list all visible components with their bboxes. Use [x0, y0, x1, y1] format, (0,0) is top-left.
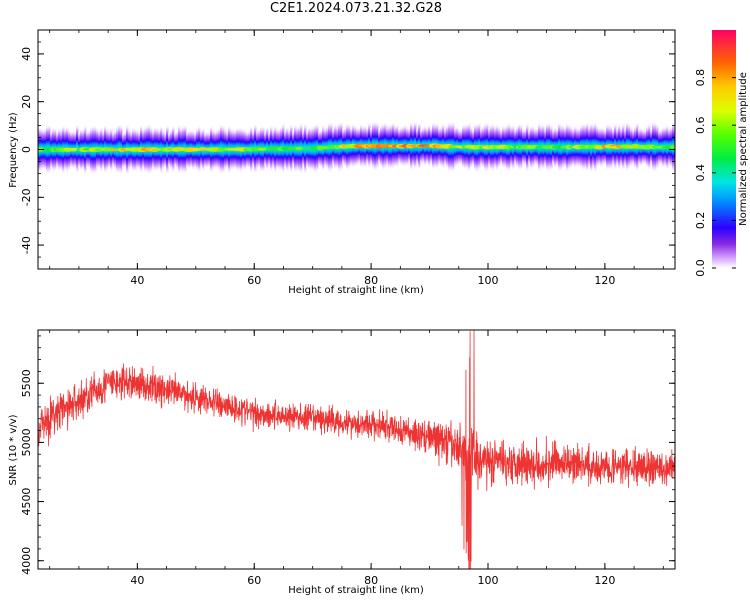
spectrogram-y-ticks: -40 -20 0 20 40 [20, 29, 675, 270]
spectrogram-band [38, 120, 675, 176]
y-tick-label: 4000 [20, 547, 33, 575]
spectrogram-peak [551, 144, 563, 150]
snr-panel: 40 60 80 100 120 4000 4500 5000 5500 Height of … [8, 329, 676, 596]
y-tick-label: 5000 [20, 428, 33, 456]
y-tick-label: -40 [20, 236, 33, 254]
spectrogram-x-label: Height of straight line (km) [288, 285, 424, 296]
x-tick-label: 100 [477, 574, 498, 587]
colorbar-tick-label: 0.2 [694, 212, 707, 230]
spectrogram-peak [295, 146, 303, 151]
y-tick-label: 4500 [20, 488, 33, 516]
snr-x-ticks: 40 60 80 100 120 [49, 330, 664, 587]
colorbar-tick-label: 0.4 [694, 164, 707, 182]
x-tick-label: 120 [594, 274, 615, 287]
x-tick-label: 100 [477, 274, 498, 287]
spectrogram-panel: 40 60 80 100 120 -40 -20 0 20 40 Height of strai… [8, 29, 676, 296]
y-tick-label: -20 [20, 188, 33, 206]
snr-x-label: Height of straight line (km) [288, 585, 424, 596]
spectrogram-column [306, 128, 309, 169]
colorbar-gradient [712, 30, 736, 268]
spectrogram-column [304, 122, 307, 175]
y-tick-label: 20 [20, 95, 33, 109]
spectrogram-peak [669, 145, 675, 149]
y-tick-label: 0 [20, 146, 33, 153]
y-tick-label: 40 [20, 47, 33, 61]
x-tick-label: 40 [130, 574, 144, 587]
colorbar-tick-label: 0.0 [694, 259, 707, 277]
snr-y-label: SNR (10 * v/v) [8, 414, 19, 485]
colorbar-tick-label: 0.6 [694, 116, 707, 134]
colorbar-label: Normalized spectral amplitude [738, 72, 749, 226]
y-tick-label: 5500 [20, 369, 33, 397]
colorbar-tick-label: 0.8 [694, 69, 707, 87]
snr-y-ticks: 4000 4500 5000 5500 [20, 335, 675, 575]
x-tick-label: 120 [594, 574, 615, 587]
spectrogram-column [302, 128, 305, 168]
x-tick-label: 60 [247, 274, 261, 287]
snr-frame [37, 329, 676, 570]
x-tick-label: 40 [130, 274, 144, 287]
figure-title: C2E1.2024.073.21.32.G28 [269, 1, 443, 16]
x-tick-label: 80 [364, 574, 378, 587]
x-tick-label: 60 [247, 574, 261, 587]
x-tick-label: 80 [364, 274, 378, 287]
colorbar-ticks: 0.0 0.2 0.4 0.6 0.8 [694, 69, 736, 277]
spectrogram-x-ticks: 40 60 80 100 120 [49, 30, 664, 287]
colorbar: 0.0 0.2 0.4 0.6 0.8 Normalized spectral ampl… [694, 30, 749, 277]
snr-series-line [38, 330, 675, 569]
spectrogram-column [308, 125, 311, 171]
spectrogram-y-label: Frequency (Hz) [8, 112, 19, 188]
